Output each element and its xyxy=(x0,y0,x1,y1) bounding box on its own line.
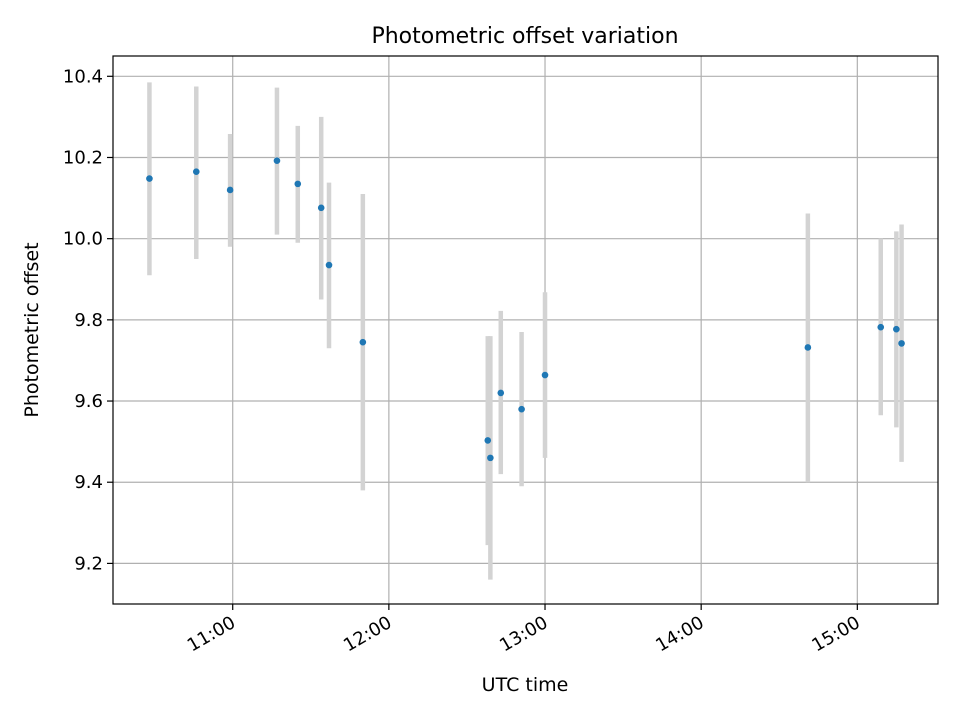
x-tick-label: 14:00 xyxy=(652,612,707,656)
x-tick-label: 15:00 xyxy=(808,612,863,656)
y-tick-label: 9.4 xyxy=(74,472,103,493)
y-tick-label: 9.8 xyxy=(74,310,103,331)
data-point xyxy=(877,323,885,331)
data-point xyxy=(804,344,812,351)
data-points xyxy=(146,157,905,462)
data-point xyxy=(518,405,525,413)
data-point xyxy=(893,325,900,333)
data-point xyxy=(146,175,153,182)
chart-title: Photometric offset variation xyxy=(371,24,678,49)
data-point xyxy=(273,157,281,165)
x-tick-label: 11:00 xyxy=(184,612,239,656)
data-point xyxy=(484,437,492,444)
y-tick-label: 9.6 xyxy=(74,391,103,412)
data-point xyxy=(325,261,333,269)
y-axis-ticks: 9.2 9.4 9.6 9.8 10.0 10.2 10.4 xyxy=(63,66,113,574)
data-point xyxy=(359,338,367,346)
x-tick-label: 13:00 xyxy=(496,612,551,656)
data-point xyxy=(541,371,549,379)
x-axis-ticks: 11:00 12:00 13:00 14:00 15:00 xyxy=(184,604,864,656)
data-point xyxy=(898,340,905,347)
y-tick-label: 9.2 xyxy=(74,553,103,574)
plot-frame xyxy=(112,55,939,605)
data-point xyxy=(294,180,302,188)
data-point xyxy=(226,186,234,194)
x-axis-label: UTC time xyxy=(482,674,569,696)
data-point xyxy=(317,204,325,212)
data-point xyxy=(487,454,494,462)
y-tick-label: 10.0 xyxy=(63,229,103,250)
y-axis-label: Photometric offset xyxy=(21,242,43,417)
y-tick-label: 10.4 xyxy=(63,66,103,87)
data-point xyxy=(192,168,200,175)
grid-lines xyxy=(113,56,938,604)
x-tick-label: 12:00 xyxy=(340,612,395,656)
data-point xyxy=(497,389,505,397)
y-tick-label: 10.2 xyxy=(63,147,103,168)
